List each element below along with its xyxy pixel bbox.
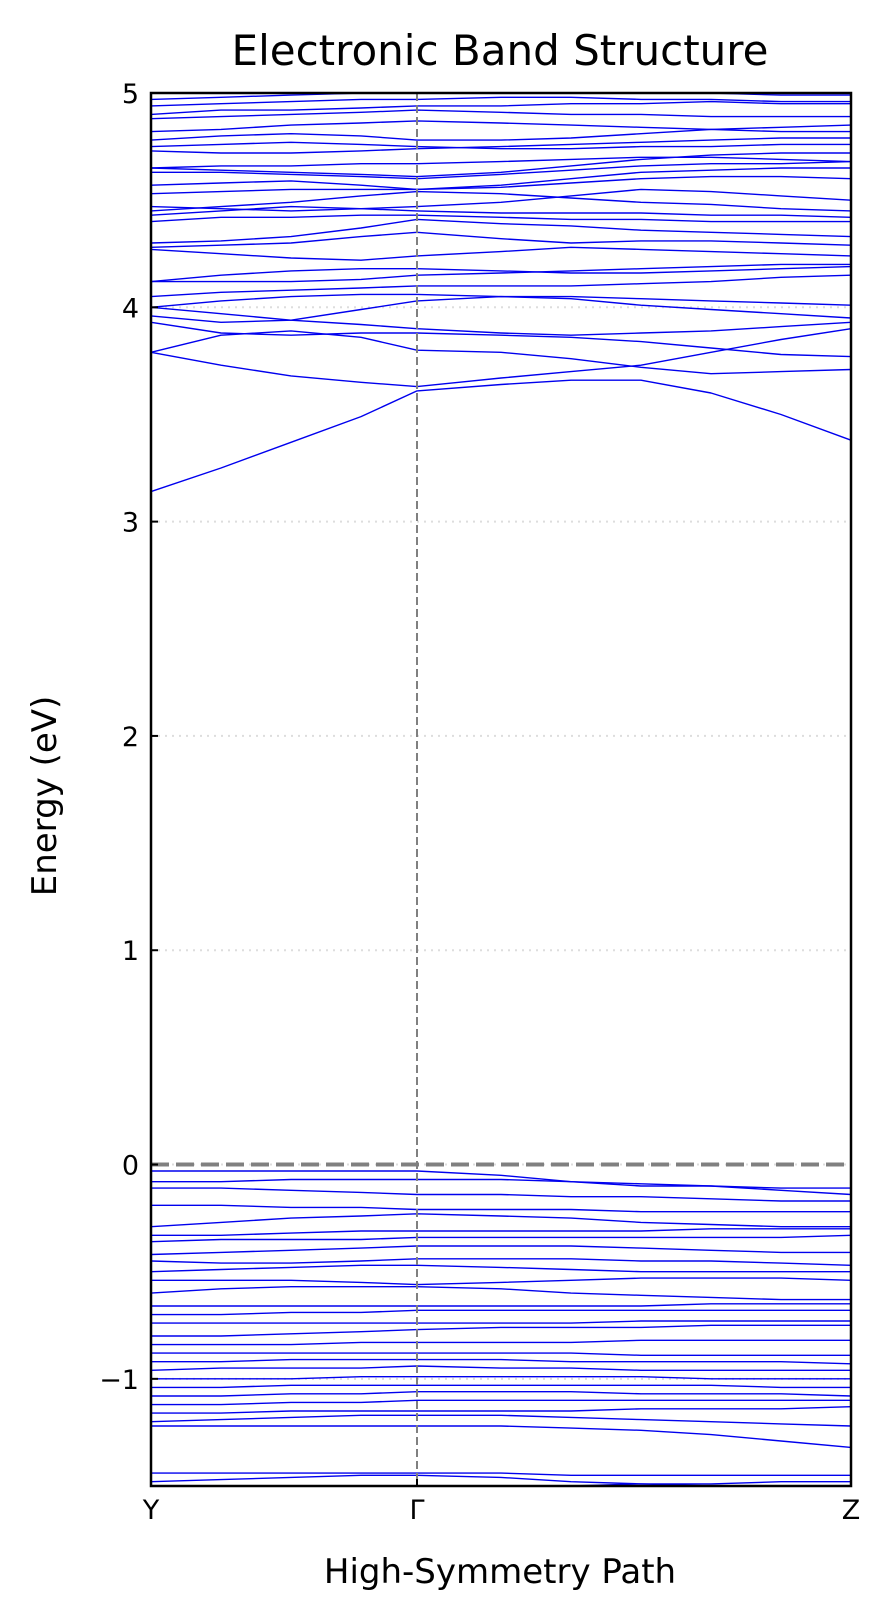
band-line-56 — [151, 1425, 852, 1449]
band-line-41 — [151, 1277, 852, 1286]
band-line-32 — [151, 1178, 852, 1196]
y-tick-label: 1 — [122, 936, 139, 967]
band-line-29 — [150, 96, 851, 107]
y-tick-label: 2 — [122, 722, 139, 753]
band-line-40 — [150, 1264, 851, 1273]
band-line-59 — [150, 1474, 851, 1487]
x-tick-label: Y — [142, 1495, 160, 1526]
band-line-38 — [150, 1245, 851, 1256]
band-line-11 — [150, 246, 852, 261]
band-line-36 — [151, 1228, 851, 1237]
band-line-20 — [151, 160, 852, 180]
y-tick-label: 5 — [122, 79, 139, 110]
band-line-2 — [150, 328, 852, 388]
band-line-39 — [150, 1258, 852, 1266]
band-line-23 — [150, 137, 851, 154]
band-line-13 — [150, 218, 852, 244]
chart-title: Electronic Band Structure — [232, 26, 769, 75]
band-line-35 — [150, 1213, 851, 1228]
band-line-55 — [151, 1406, 852, 1414]
band-line-21 — [150, 156, 852, 169]
band-line-57 — [150, 1414, 852, 1427]
band-line-7 — [150, 306, 852, 336]
y-tick-label: −1 — [99, 1365, 139, 1396]
x-axis-label: High-Symmetry Path — [324, 1552, 676, 1592]
band-line-19 — [150, 167, 851, 191]
y-ticks: −1 0 1 2 3 4 5 — [99, 79, 158, 1396]
kpoint-lines — [416, 93, 852, 1486]
band-line-15 — [150, 205, 852, 218]
band-line-45 — [151, 1320, 851, 1324]
band-line-27 — [150, 109, 851, 120]
band-line-37 — [150, 1234, 852, 1243]
x-tick-label: Γ — [409, 1495, 424, 1526]
band-line-58 — [151, 1472, 851, 1477]
band-line-49 — [151, 1358, 852, 1365]
band-line-54 — [151, 1399, 851, 1406]
band-line-22 — [150, 152, 851, 178]
band-line-6 — [150, 293, 852, 308]
band-line-26 — [150, 120, 851, 133]
band-line-53 — [151, 1390, 852, 1397]
plot-frame — [149, 91, 853, 1488]
band-line-8 — [150, 274, 852, 298]
band-lines — [150, 92, 852, 1487]
band-line-3 — [150, 330, 852, 375]
band-line-17 — [150, 188, 852, 212]
band-line-12 — [150, 231, 852, 248]
band-line-31 — [151, 1170, 851, 1189]
band-line-9 — [150, 265, 852, 283]
band-line-25 — [150, 124, 852, 141]
band-line-46 — [151, 1324, 851, 1337]
band-line-44 — [151, 1309, 851, 1316]
band-line-51 — [151, 1375, 851, 1380]
y-tick-label: 0 — [122, 1151, 139, 1182]
band-line-28 — [150, 100, 851, 116]
band-line-47 — [151, 1339, 851, 1346]
band-line-48 — [151, 1352, 851, 1357]
y-tick-label: 3 — [122, 508, 139, 539]
band-line-42 — [150, 1285, 851, 1301]
x-tick-label: Z — [842, 1495, 861, 1526]
band-line-18 — [150, 175, 852, 195]
band-line-43 — [151, 1303, 851, 1307]
band-line-4 — [150, 321, 852, 358]
band-line-33 — [151, 1187, 851, 1202]
y-tick-label: 4 — [122, 293, 139, 324]
y-axis-label: Energy (eV) — [25, 696, 65, 897]
band-line-16 — [150, 190, 852, 212]
band-line-50 — [150, 1365, 851, 1372]
band-line-34 — [151, 1204, 851, 1213]
band-line-10 — [151, 263, 851, 283]
band-line-5 — [150, 295, 852, 323]
band-line-1 — [150, 379, 852, 493]
band-line-14 — [150, 214, 851, 223]
band-line-52 — [151, 1384, 851, 1389]
band-line-24 — [150, 141, 851, 150]
